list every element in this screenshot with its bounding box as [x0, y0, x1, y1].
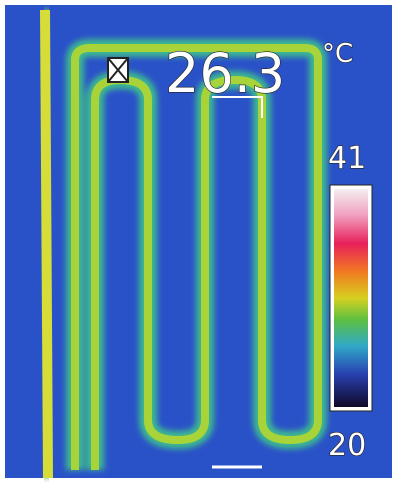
scale-min: 20: [328, 428, 366, 463]
scale-max: 41: [328, 141, 366, 176]
pipe: [45, 10, 48, 478]
temperature-reading: 26.3: [165, 42, 285, 105]
temperature-unit: °C: [322, 39, 353, 69]
color-scale: [334, 189, 368, 407]
thermal-image: 26.3 °C 41 20: [0, 0, 396, 482]
crosshair-icon: [108, 58, 128, 82]
